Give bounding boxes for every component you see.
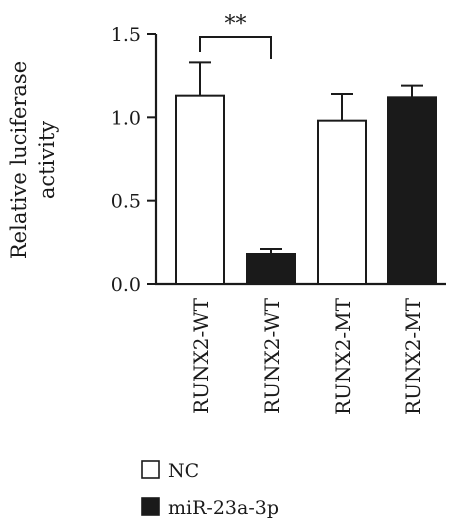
error-bars xyxy=(189,61,423,254)
y-tick-label: 1.5 xyxy=(111,24,141,46)
legend-label: NC xyxy=(168,460,199,482)
y-axis-label-line: activity xyxy=(35,121,59,199)
x-tick-label: RUNX2-MT xyxy=(401,297,425,415)
significance-bracket xyxy=(199,36,272,59)
bar xyxy=(387,96,437,286)
x-tick-label: RUNX2-WT xyxy=(260,297,284,414)
x-tick-label: RUNX2-WT xyxy=(189,297,213,414)
legend-swatch xyxy=(141,460,160,479)
bar xyxy=(175,94,225,285)
bar xyxy=(246,253,296,285)
bars xyxy=(175,94,437,286)
legend-label: miR-23a-3p xyxy=(168,497,279,519)
y-tick-label: 1.0 xyxy=(111,107,141,129)
y-axis-label: Relative luciferase activity xyxy=(7,61,59,259)
legend: NC miR-23a-3p xyxy=(141,460,279,519)
x-tick-label: RUNX2-MT xyxy=(331,297,355,415)
y-axis-label-line: Relative luciferase xyxy=(7,61,31,259)
significance-label: ** xyxy=(225,12,247,37)
legend-swatch xyxy=(141,497,160,516)
y-tick-label: 0.5 xyxy=(111,191,141,213)
category-labels: RUNX2-WT RUNX2-WT RUNX2-MT RUNX2-MT xyxy=(189,297,425,415)
bar xyxy=(317,119,367,285)
significance-annotation: ** xyxy=(199,12,272,59)
y-tick-label: 0.0 xyxy=(111,274,141,296)
